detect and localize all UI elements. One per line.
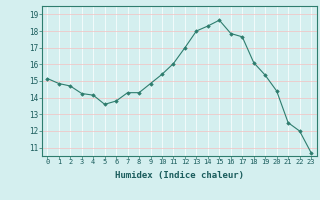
X-axis label: Humidex (Indice chaleur): Humidex (Indice chaleur) bbox=[115, 171, 244, 180]
